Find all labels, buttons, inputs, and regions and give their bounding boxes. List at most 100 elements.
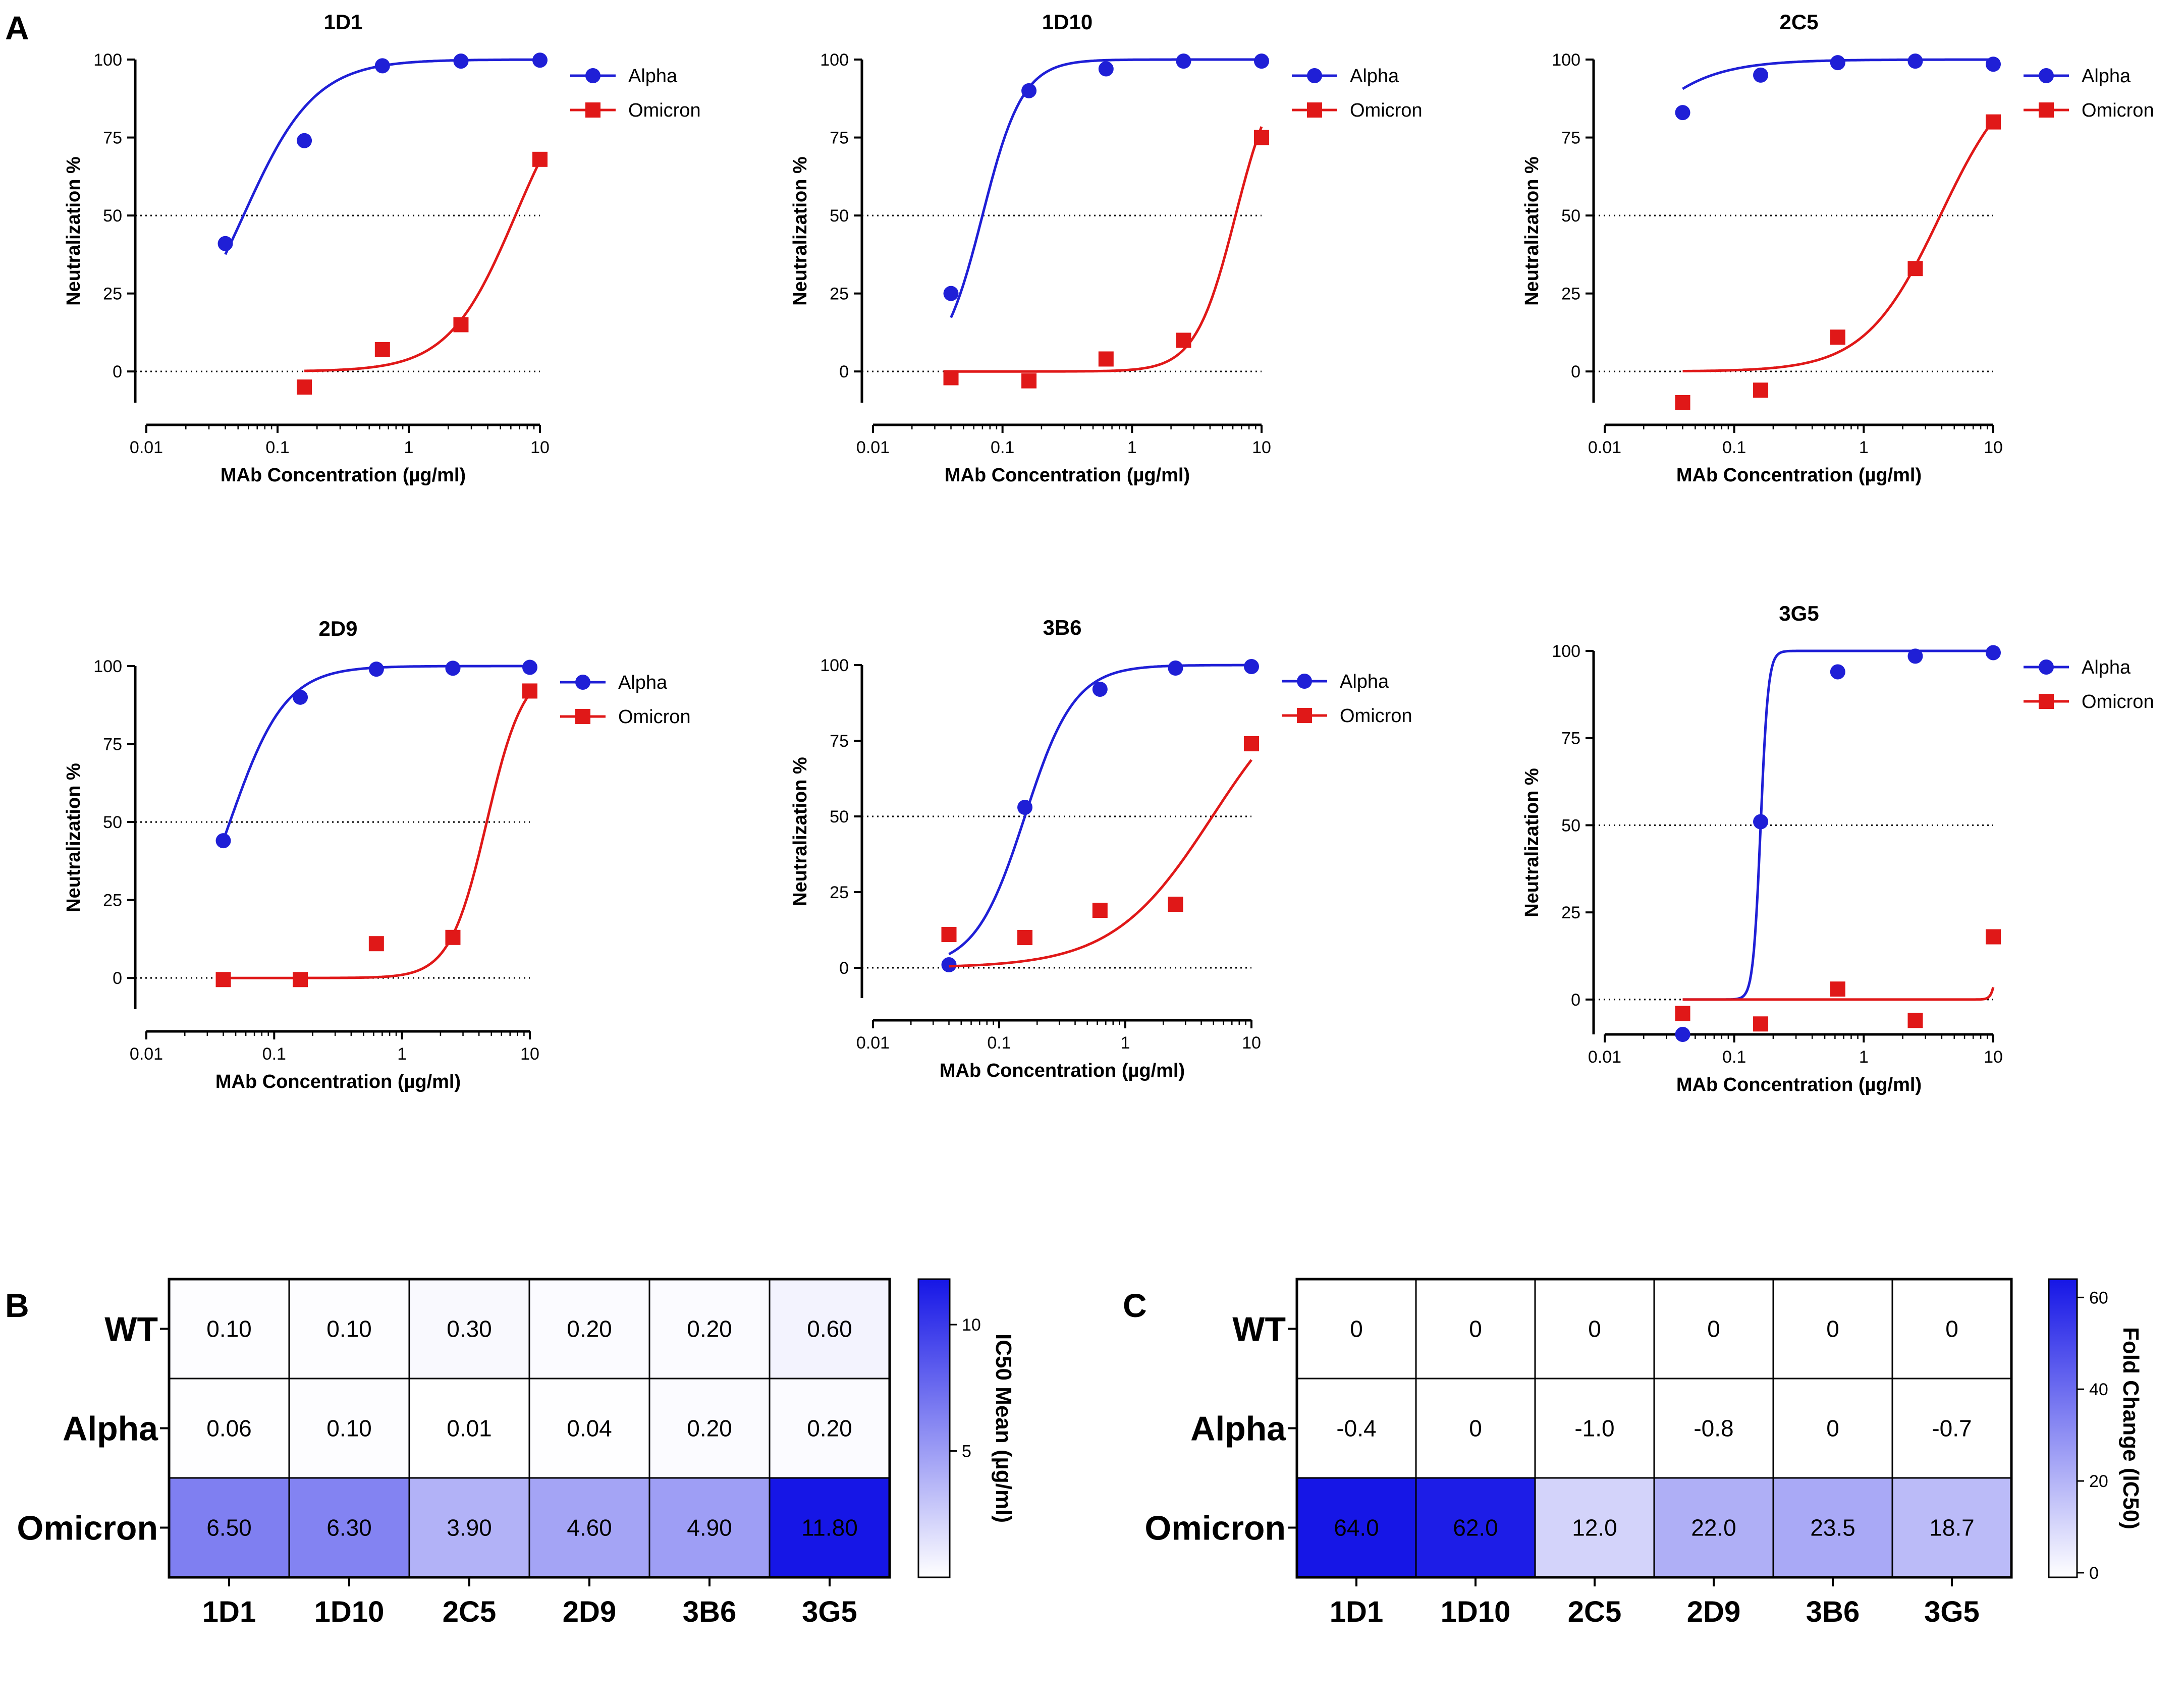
- heatmap-cell-label: 0: [1945, 1316, 1958, 1342]
- heatmap-cell: [1415, 1278, 1536, 1380]
- heatmap-col-label: 1D1: [202, 1595, 256, 1628]
- heatmap-cell-label: 0.30: [447, 1316, 492, 1342]
- heatmap-border: [1295, 1278, 2013, 1579]
- heatmap-cell: [1891, 1477, 2012, 1578]
- data-point-alpha: [1092, 682, 1108, 697]
- curve-chart-2D9: 2D9 0 25 50 75 100 Neutralization % 0.01 0.1 1 10 M…: [63, 617, 691, 1092]
- colorbar-tick-label: 20: [2089, 1472, 2108, 1491]
- x-tick-label: 10: [1252, 438, 1271, 457]
- heatmap-cell: [1296, 1378, 1417, 1479]
- heatmap-cell-label: 4.60: [567, 1515, 612, 1541]
- y-tick-label: 50: [103, 206, 122, 226]
- legend-label: Alpha: [1350, 66, 1399, 87]
- x-tick-label: 1: [1121, 1033, 1130, 1053]
- heatmap-cell-label: 0: [1588, 1316, 1601, 1342]
- x-tick-label: 1: [397, 1044, 407, 1064]
- x-tick-label: 0.01: [1588, 1048, 1621, 1067]
- heatmap-row-label: Alpha: [1190, 1410, 1286, 1448]
- y-tick-label: 25: [1561, 285, 1580, 304]
- x-tick-label: 0.01: [130, 1044, 163, 1064]
- data-point-omicron: [293, 972, 308, 987]
- x-tick-label: 10: [520, 1044, 539, 1064]
- legend-label: Omicron: [1340, 705, 1412, 727]
- data-point-alpha: [522, 659, 537, 675]
- y-tick-label: 50: [1561, 816, 1580, 835]
- curve-chart-3G5: 3G5 0 25 50 75 100 Neutralization % 0.01 0.1 1 10 M…: [1521, 601, 2154, 1095]
- heatmap-fold-change: 0 0 0 0 0 0 WT -0.4 0 -1.0 -0.8 0 -0.7 Alpha 64.0 62.0 1…: [1144, 1278, 2143, 1628]
- legend-label: Omicron: [618, 706, 691, 728]
- legend-label: Omicron: [628, 100, 701, 121]
- legend-marker-alpha: [1297, 674, 1312, 689]
- data-point-omicron: [532, 151, 548, 167]
- legend-marker-alpha: [1307, 68, 1322, 83]
- heatmap-cell: [408, 1477, 530, 1578]
- heatmap-cell-label: -1.0: [1574, 1415, 1614, 1442]
- heatmap-cell: [168, 1477, 290, 1578]
- data-point-omicron: [943, 370, 959, 386]
- y-tick-label: 50: [830, 807, 849, 827]
- y-axis-label: Neutralization %: [790, 757, 811, 906]
- data-point-alpha: [1907, 53, 1923, 69]
- heatmap-col-label: 3B6: [1806, 1595, 1860, 1628]
- heatmap-cell: [1891, 1378, 2012, 1479]
- chart-title: 1D1: [323, 10, 362, 34]
- data-point-alpha: [941, 957, 957, 972]
- heatmap-cell-label: 0: [1350, 1316, 1363, 1342]
- data-point-omicron: [1244, 736, 1259, 751]
- y-tick-label: 75: [830, 129, 849, 148]
- x-axis-label: MAb Concentration (µg/ml): [221, 465, 466, 486]
- heatmap-cell: [648, 1477, 771, 1578]
- heatmap-cell-label: -0.4: [1336, 1415, 1376, 1442]
- heatmap-cell: [1653, 1378, 1774, 1479]
- colorbar: [917, 1278, 951, 1578]
- legend-label: Alpha: [1340, 671, 1389, 692]
- heatmap-cell-label: 3.90: [447, 1515, 492, 1541]
- data-point-alpha: [215, 833, 231, 849]
- colorbar-tick-label: 10: [962, 1315, 981, 1335]
- data-point-omicron: [1176, 333, 1191, 348]
- y-axis-label: Neutralization %: [790, 156, 811, 306]
- heatmap-cell-label: 0.01: [447, 1415, 492, 1442]
- x-tick-label: 1: [1859, 1048, 1869, 1067]
- data-point-alpha: [943, 286, 959, 301]
- data-point-omicron: [1254, 130, 1269, 145]
- heatmap-cell-label: 0: [1469, 1316, 1482, 1342]
- legend-label: Omicron: [1350, 100, 1423, 121]
- data-point-omicron: [1675, 395, 1690, 410]
- y-tick-label: 75: [103, 735, 122, 754]
- legend-marker-omicron: [2039, 694, 2054, 709]
- x-tick-label: 0.1: [1722, 1048, 1746, 1067]
- heatmap-cell-label: 6.50: [206, 1515, 252, 1541]
- heatmap-cell: [528, 1378, 650, 1479]
- data-point-omicron: [1907, 1013, 1923, 1028]
- heatmap-ic50: 0.10 0.10 0.30 0.20 0.20 0.60 WT 0.06 0.10 0.01 0.…: [17, 1278, 1016, 1628]
- heatmap-cell: [168, 1378, 290, 1479]
- heatmap-cell-label: 0: [1707, 1316, 1720, 1342]
- legend-marker-omicron: [1307, 102, 1322, 118]
- data-point-alpha: [1907, 648, 1923, 664]
- colorbar-tick-label: 5: [962, 1442, 971, 1461]
- legend-marker-omicron: [585, 102, 600, 118]
- y-tick-label: 0: [1571, 362, 1580, 381]
- data-point-alpha: [1986, 645, 2001, 661]
- panel-label-c: C: [1123, 1287, 1147, 1324]
- data-point-omicron: [1021, 373, 1037, 389]
- heatmap-cell-label: 0.10: [326, 1415, 372, 1442]
- heatmap-cell-label: 0: [1469, 1415, 1482, 1442]
- x-tick-label: 10: [1984, 1048, 2003, 1067]
- data-point-omicron: [522, 683, 537, 699]
- heatmap-cell-label: 4.90: [687, 1515, 732, 1541]
- heatmap-cell-label: 6.30: [326, 1515, 372, 1541]
- heatmap-cell: [648, 1278, 771, 1380]
- heatmap-cell-label: -0.8: [1694, 1415, 1733, 1442]
- x-axis-label: MAb Concentration (µg/ml): [940, 1060, 1185, 1081]
- chart-title: 1D10: [1042, 10, 1093, 34]
- data-point-alpha: [1168, 661, 1183, 676]
- data-point-omicron: [1830, 981, 1845, 997]
- fit-curve-alpha: [222, 665, 530, 841]
- y-tick-label: 25: [103, 891, 122, 910]
- legend-label: Omicron: [2082, 100, 2154, 121]
- y-tick-label: 100: [1552, 642, 1580, 661]
- data-point-omicron: [1986, 929, 2001, 945]
- data-point-alpha: [297, 133, 312, 148]
